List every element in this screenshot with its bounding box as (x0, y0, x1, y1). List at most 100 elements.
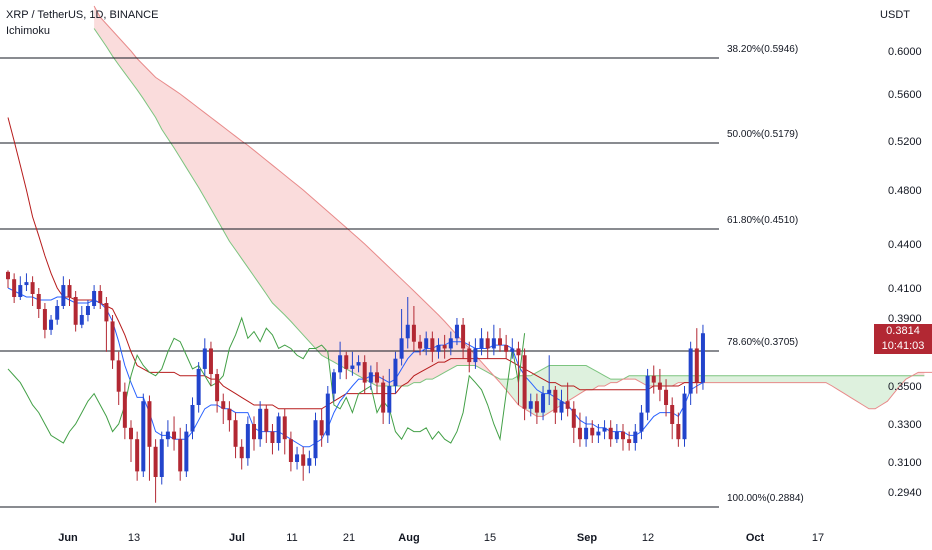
candle-body (559, 401, 564, 413)
candle-body (590, 427, 595, 436)
candle-body (504, 345, 509, 352)
y-tick-label: 0.3500 (888, 381, 922, 393)
candle-body (584, 427, 589, 440)
candle-body (368, 372, 373, 383)
candle-body (614, 431, 619, 440)
candle-body (516, 348, 521, 356)
x-tick-label: Sep (577, 532, 597, 544)
candle-body (639, 412, 644, 432)
candle-body (448, 338, 453, 349)
candle-body (141, 401, 146, 472)
x-tick-label: 12 (642, 532, 654, 544)
candle-body (42, 309, 47, 330)
candle-body (608, 427, 613, 440)
x-tick-label: Jul (229, 532, 245, 544)
x-tick-label: 17 (812, 532, 824, 544)
candle-body (190, 405, 195, 432)
candle-body (221, 401, 226, 409)
candle-body (664, 389, 669, 405)
candle-body (49, 319, 54, 330)
candle-body (18, 285, 23, 297)
candle-body (129, 427, 133, 440)
candle-body (307, 458, 312, 466)
candle-body (651, 375, 656, 383)
y-tick-label: 0.4100 (888, 283, 922, 295)
candle-body (178, 439, 183, 472)
fib-level-label: 78.60%(0.3705) (727, 337, 798, 348)
candle-body (565, 401, 570, 409)
candle-body (467, 348, 472, 363)
y-tick-label: 0.2940 (888, 487, 922, 499)
indicator-label[interactable]: Ichimoku (6, 25, 51, 37)
candle-body (196, 368, 201, 405)
cloud-bullish (629, 375, 913, 409)
candle-body (633, 431, 638, 443)
candle-body (424, 338, 429, 349)
candle-body (473, 348, 478, 363)
candle-body (657, 382, 662, 390)
candle-body (602, 427, 607, 432)
candle-body (61, 285, 66, 306)
candle-body (36, 294, 41, 309)
candle-body (381, 382, 386, 413)
candle-body (159, 439, 164, 477)
candle-body (700, 333, 705, 383)
candle-body (688, 348, 693, 394)
ichimoku-lines (7, 117, 704, 448)
symbol-title[interactable]: XRP / TetherUS, 1D, BINANCE (6, 9, 159, 21)
candle-body (24, 282, 29, 286)
candle-body (233, 420, 238, 447)
candle-body (184, 431, 189, 472)
fib-level-label: 100.00%(0.2884) (727, 493, 804, 504)
candle-body (147, 401, 152, 447)
candle-body (399, 338, 404, 359)
x-tick-label: Jun (58, 532, 78, 544)
candle-body (645, 375, 650, 413)
candle-body (98, 291, 103, 303)
candle-body (528, 401, 533, 409)
candle-body (67, 285, 72, 297)
y-tick-label: 0.4800 (888, 185, 922, 197)
fib-levels: 38.20%(0.5946) 50.00%(0.5179) 61.80%(0.451… (0, 44, 804, 508)
candle-body (122, 391, 127, 428)
x-tick-label: Aug (398, 532, 419, 544)
candle-body (571, 408, 576, 428)
candle-body (85, 306, 90, 315)
fib-level-label: 50.00%(0.5179) (727, 129, 798, 140)
candle-body (6, 271, 10, 280)
x-tick-label: Oct (746, 532, 765, 544)
candle-body (547, 389, 552, 394)
current-price-label: 0.3814 (874, 324, 932, 339)
y-tick-label: 0.5200 (888, 136, 922, 148)
candle-body (92, 291, 97, 306)
candle-body (301, 454, 306, 466)
candle-body (239, 446, 244, 459)
y-tick-label: 0.5600 (888, 89, 922, 101)
candle-body (405, 324, 410, 339)
candle-body (153, 446, 158, 477)
tenkan-sen-line (7, 287, 704, 448)
candle-body (577, 427, 582, 440)
candle-body (270, 431, 275, 443)
candle-body (276, 416, 281, 443)
fib-level-label: 61.80%(0.4510) (727, 215, 798, 226)
candle-body (79, 315, 84, 325)
candle-body (245, 424, 250, 459)
y-tick-label: 0.3100 (888, 457, 922, 469)
candle-body (491, 338, 496, 349)
candle-body (621, 431, 625, 440)
candle-body (110, 321, 115, 361)
time-axis[interactable]: Jun 13 Jul 11 21 Aug 15 Sep 12 Oct 17 (58, 532, 824, 544)
candle-body (454, 324, 459, 339)
candle-body (30, 282, 35, 294)
candle-body (534, 401, 539, 413)
candle-body (172, 431, 177, 440)
candle-body (227, 408, 232, 421)
candle-body (165, 431, 170, 440)
cloud-bearish (912, 372, 925, 376)
price-axis[interactable]: 0.6000 0.5600 0.5200 0.4800 0.4400 0.4100 0.39… (888, 46, 922, 499)
y-tick-label: 0.4400 (888, 239, 922, 251)
candle-body (252, 424, 256, 440)
candle-body (362, 362, 367, 383)
